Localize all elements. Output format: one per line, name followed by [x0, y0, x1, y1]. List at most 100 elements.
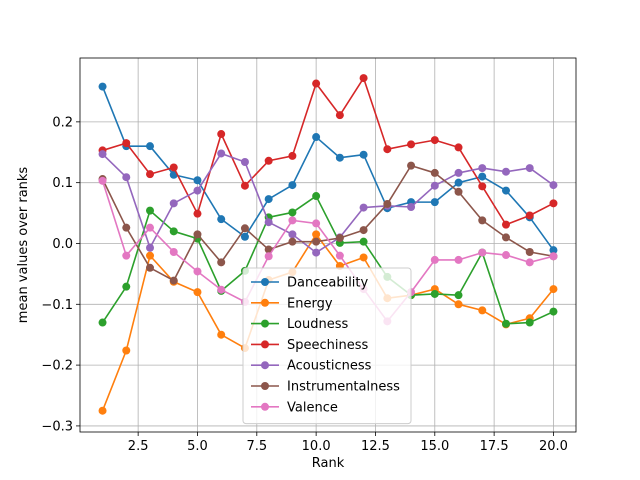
data-point-instrumentalness: [240, 224, 249, 233]
series-line-speechiness: [102, 77, 554, 226]
data-point-acousticness: [193, 186, 202, 195]
legend-label: Acousticness: [287, 359, 372, 374]
legend-label: Speechiness: [287, 338, 369, 353]
legend-item-danceability: Danceability: [251, 276, 369, 291]
data-point-speechiness: [193, 209, 202, 218]
data-point-loudness: [169, 227, 178, 236]
data-point-loudness: [312, 192, 321, 201]
data-point-danceability: [312, 133, 321, 142]
data-point-instrumentalness: [122, 223, 131, 232]
y-tick-label: 0.2: [52, 115, 73, 130]
data-point-danceability: [288, 181, 297, 190]
legend-swatch-marker: [261, 361, 269, 370]
data-point-instrumentalness: [430, 168, 439, 177]
data-point-acousticness: [169, 199, 178, 208]
data-point-acousticness: [122, 173, 131, 182]
data-point-danceability: [454, 178, 463, 187]
data-point-valence: [264, 252, 273, 261]
data-point-danceability: [549, 246, 558, 255]
data-point-speechiness: [549, 199, 558, 208]
data-point-instrumentalness: [217, 258, 226, 267]
data-point-valence: [169, 247, 178, 256]
legend-swatch-marker: [261, 319, 269, 328]
legend-item-energy: Energy: [251, 296, 333, 311]
legend-item-valence: Valence: [251, 400, 338, 415]
data-point-acousticness: [264, 218, 273, 227]
y-tick-label: 0.0: [52, 237, 73, 252]
data-point-loudness: [525, 318, 534, 327]
data-point-danceability: [430, 198, 439, 207]
data-point-acousticness: [525, 164, 534, 173]
legend-item-instrumentalness: Instrumentalness: [251, 380, 400, 395]
data-point-valence: [478, 248, 487, 257]
data-point-loudness: [98, 318, 107, 327]
data-point-loudness: [430, 289, 439, 298]
data-point-instrumentalness: [169, 276, 178, 285]
data-point-instrumentalness: [501, 233, 510, 242]
data-point-energy: [146, 251, 155, 260]
data-point-danceability: [264, 195, 273, 204]
data-point-danceability: [335, 153, 344, 162]
legend-label: Energy: [287, 296, 333, 311]
legend-swatch-marker: [261, 402, 269, 411]
legend-label: Instrumentalness: [287, 380, 400, 395]
x-tick-label: 15.0: [420, 439, 449, 454]
data-point-danceability: [501, 186, 510, 195]
x-tick-label: 12.5: [361, 439, 390, 454]
data-point-speechiness: [312, 79, 321, 88]
data-point-instrumentalness: [312, 237, 321, 246]
data-point-speechiness: [217, 130, 226, 139]
y-tick-label: −0.1: [41, 298, 73, 313]
data-point-valence: [335, 251, 344, 260]
data-point-danceability: [217, 215, 226, 224]
data-point-speechiness: [240, 181, 249, 190]
legend-swatch-marker: [261, 340, 269, 349]
data-point-energy: [193, 288, 202, 297]
data-point-instrumentalness: [193, 230, 202, 239]
data-point-loudness: [288, 208, 297, 217]
x-axis-label: Rank: [312, 456, 345, 471]
data-point-danceability: [359, 150, 368, 159]
x-tick-label: 2.5: [128, 439, 149, 454]
series-layer: [98, 74, 558, 415]
data-point-instrumentalness: [288, 237, 297, 246]
data-point-instrumentalness: [454, 187, 463, 196]
data-point-valence: [454, 255, 463, 264]
data-point-acousticness: [478, 164, 487, 173]
x-tick-label: 20.0: [539, 439, 568, 454]
data-point-valence: [288, 216, 297, 225]
legend-item-loudness: Loudness: [251, 317, 348, 332]
data-point-danceability: [240, 232, 249, 241]
ticks: 2.5 5.0 7.5 10.0 12.5 15.0 17.5 20.0 −0.3 −0.2 −0.…: [41, 115, 568, 454]
data-point-energy: [98, 406, 107, 415]
data-point-energy: [312, 230, 321, 239]
data-point-speechiness: [122, 139, 131, 148]
data-point-loudness: [146, 206, 155, 215]
y-tick-label: −0.3: [41, 419, 73, 434]
x-tick-label: 7.5: [246, 439, 267, 454]
data-point-loudness: [454, 291, 463, 300]
data-point-instrumentalness: [525, 247, 534, 256]
data-point-loudness: [122, 282, 131, 291]
data-point-speechiness: [454, 143, 463, 152]
legend-swatch-marker: [261, 298, 269, 307]
legend: Danceability Energy Loudness Speechiness Aco…: [242, 267, 412, 425]
data-point-acousticness: [146, 243, 155, 252]
data-point-valence: [217, 285, 226, 294]
data-point-speechiness: [407, 140, 416, 149]
x-tick-label: 5.0: [187, 439, 208, 454]
data-point-energy: [478, 306, 487, 315]
data-point-danceability: [193, 176, 202, 185]
data-point-speechiness: [478, 182, 487, 191]
x-tick-label: 17.5: [480, 439, 509, 454]
data-point-speechiness: [146, 170, 155, 179]
data-point-speechiness: [264, 156, 273, 165]
data-point-valence: [98, 176, 107, 185]
data-point-valence: [525, 258, 534, 267]
data-point-valence: [312, 219, 321, 228]
data-point-valence: [501, 251, 510, 260]
data-point-valence: [193, 267, 202, 276]
data-point-danceability: [98, 82, 107, 91]
data-point-acousticness: [454, 168, 463, 177]
